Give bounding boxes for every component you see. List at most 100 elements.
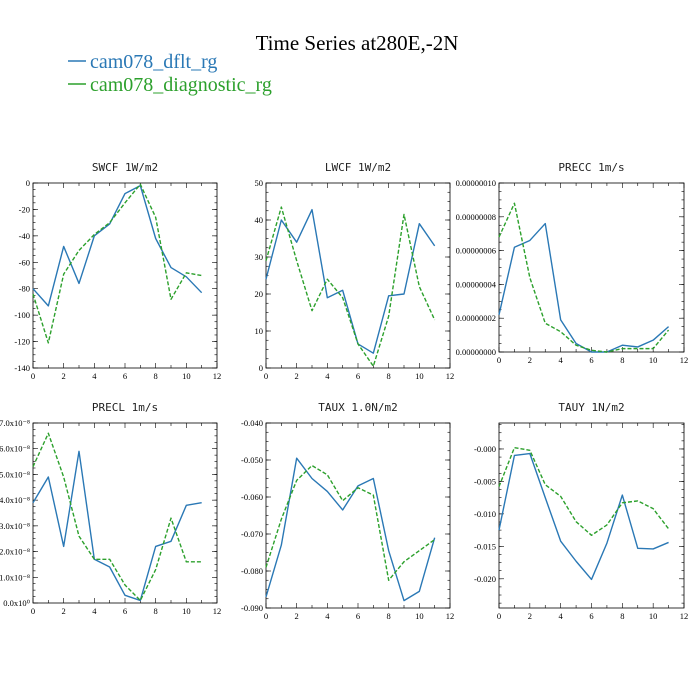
series-line-tauy-diagnostic — [498, 446, 670, 536]
y-tick-label: -0.040 — [241, 418, 263, 428]
y-tick-label: 0.00000004 — [456, 279, 497, 289]
plot-frame-precc — [498, 182, 685, 353]
y-tick-label: 5.0x10⁻⁸ — [0, 469, 30, 479]
series-line-precl-diagnostic — [32, 432, 202, 602]
y-tick-label: -60 — [19, 257, 30, 267]
y-tick-label: -80 — [19, 284, 30, 294]
plot-frame-tauy — [498, 422, 685, 609]
series-line-taux-dflt — [265, 457, 436, 602]
x-tick-label: 6 — [123, 371, 127, 381]
y-tick-label: 3.0x10⁻⁸ — [0, 521, 30, 531]
series-line-precc-dflt — [498, 222, 670, 353]
x-tick-label: 8 — [620, 355, 624, 365]
y-tick-label: 0 — [259, 363, 263, 373]
y-tick-label: -0.005 — [474, 476, 496, 486]
x-tick-label: 6 — [589, 355, 593, 365]
legend-label-dflt: cam078_dflt_rg — [90, 51, 217, 73]
series-line-lwcf-diagnostic — [265, 206, 436, 367]
x-tick-label: 12 — [680, 355, 689, 365]
y-tick-label: 40 — [255, 215, 264, 225]
x-tick-label: 10 — [182, 606, 191, 616]
y-tick-label: -0.080 — [241, 566, 263, 576]
x-tick-label: 6 — [123, 606, 127, 616]
x-tick-label: 10 — [649, 611, 658, 621]
y-tick-label: 50 — [255, 178, 264, 188]
y-tick-label: 2.0x10⁻⁸ — [0, 547, 30, 557]
figure-title: Time Series at280E,-2N — [256, 31, 459, 55]
series-line-taux-diagnostic — [265, 464, 436, 581]
x-tick-label: 0 — [31, 606, 35, 616]
x-tick-label: 10 — [649, 355, 658, 365]
y-tick-label: -0.010 — [474, 509, 496, 519]
y-tick-label: -140 — [14, 363, 30, 373]
panel-lwcf: LWCF 1W/m2 0 2 4 6 8 10 12 0 10 20 30 40 50 — [255, 161, 455, 381]
y-tick-label: 0 — [26, 178, 30, 188]
y-tick-label: -100 — [14, 310, 30, 320]
series-line-swcf-diagnostic — [32, 183, 202, 344]
x-tick-label: 2 — [295, 611, 299, 621]
y-tick-label: 0.00000002 — [456, 313, 496, 323]
panel-swcf: SWCF 1W/m2 0 2 4 6 8 10 12 0 -20 -40 -60 -80 -100 -120… — [14, 161, 221, 381]
panel-precl: PRECL 1m/s 0 2 4 6 8 10 12 0.0x10⁰ 1.0x10⁻⁸ 2.0x10… — [0, 401, 221, 616]
x-tick-label: 6 — [356, 611, 360, 621]
y-tick-label: 10 — [255, 326, 264, 336]
y-tick-label: 0.00000006 — [456, 246, 496, 256]
series-line-lwcf-dflt — [265, 208, 436, 354]
panel-tauy: TAUY 1N/m2 0 2 4 6 8 10 12 -0.000 -0.005 -0.010 -0.… — [474, 401, 688, 621]
x-tick-label: 6 — [589, 611, 593, 621]
x-tick-label: 8 — [620, 611, 624, 621]
legend: cam078_dflt_rg cam078_diagnostic_rg — [68, 51, 272, 96]
plot-frame-swcf — [32, 182, 218, 369]
panel-title-swcf: SWCF 1W/m2 — [92, 161, 158, 174]
x-tick-label: 0 — [264, 371, 268, 381]
y-tick-label: -0.000 — [474, 444, 496, 454]
x-tick-label: 12 — [680, 611, 689, 621]
x-tick-label: 4 — [92, 606, 97, 616]
x-tick-label: 12 — [213, 371, 222, 381]
x-tick-label: 8 — [154, 606, 158, 616]
panel-title-precc: PRECC 1m/s — [558, 161, 624, 174]
x-tick-label: 8 — [154, 371, 158, 381]
y-tick-label: 0.00000008 — [456, 212, 496, 222]
panel-title-precl: PRECL 1m/s — [92, 401, 158, 414]
y-tick-label: 0.0x10⁰ — [3, 598, 30, 608]
plot-frame-lwcf — [265, 182, 451, 369]
y-tick-label: 20 — [255, 289, 264, 299]
x-tick-label: 12 — [213, 606, 222, 616]
x-tick-label: 0 — [497, 355, 501, 365]
series-line-tauy-dflt — [498, 452, 669, 581]
y-tick-label: -0.090 — [241, 603, 263, 613]
panel-title-lwcf: LWCF 1W/m2 — [325, 161, 391, 174]
panel-title-tauy: TAUY 1N/m2 — [558, 401, 624, 414]
x-tick-label: 2 — [295, 371, 299, 381]
y-tick-label: 7.0x10⁻⁸ — [0, 418, 30, 428]
y-tick-label: -0.050 — [241, 455, 263, 465]
x-tick-label: 2 — [528, 611, 532, 621]
series-line-swcf-dflt — [32, 184, 203, 307]
x-tick-label: 6 — [356, 371, 360, 381]
y-tick-label: -40 — [19, 231, 30, 241]
x-tick-label: 10 — [415, 611, 424, 621]
x-tick-label: 12 — [446, 371, 455, 381]
x-tick-label: 2 — [62, 371, 66, 381]
panel-precc: PRECC 1m/s 0 2 4 6 8 10 12 0.00000000 0.00000002 0… — [456, 161, 689, 365]
y-tick-label: -0.015 — [474, 541, 496, 551]
series-line-precc-diagnostic — [498, 202, 670, 353]
plot-frame-precl — [32, 422, 218, 604]
x-tick-label: 4 — [325, 371, 330, 381]
x-tick-label: 2 — [62, 606, 66, 616]
y-tick-label: -0.020 — [474, 574, 496, 584]
y-tick-label: -20 — [19, 204, 30, 214]
x-tick-label: 0 — [497, 611, 501, 621]
y-tick-label: 6.0x10⁻⁸ — [0, 444, 30, 454]
x-tick-label: 10 — [182, 371, 191, 381]
panel-taux: TAUX 1.0N/m2 0 2 4 6 8 10 12 -0.090 -0.080 -0.070 -… — [241, 401, 454, 621]
x-tick-label: 8 — [387, 611, 391, 621]
x-tick-label: 0 — [31, 371, 35, 381]
series-line-precl-dflt — [32, 450, 202, 602]
y-tick-label: -0.060 — [241, 492, 263, 502]
y-tick-label: 1.0x10⁻⁸ — [0, 572, 30, 582]
x-tick-label: 10 — [415, 371, 424, 381]
y-tick-label: -120 — [14, 337, 30, 347]
